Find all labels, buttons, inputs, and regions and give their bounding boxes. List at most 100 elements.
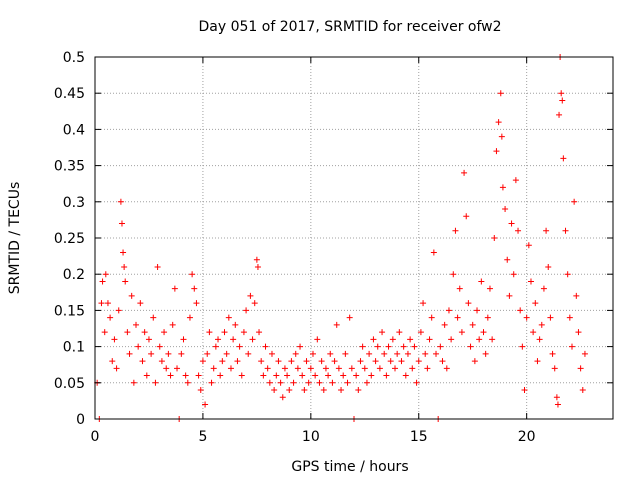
data-point bbox=[243, 307, 250, 314]
data-point bbox=[204, 350, 211, 357]
data-point bbox=[471, 358, 478, 365]
data-point bbox=[510, 271, 517, 278]
data-point bbox=[366, 350, 373, 357]
data-point bbox=[562, 227, 569, 234]
data-point bbox=[478, 278, 485, 285]
data-point bbox=[495, 119, 502, 126]
data-point bbox=[338, 387, 345, 394]
data-point bbox=[441, 321, 448, 328]
data-point bbox=[333, 321, 340, 328]
data-point bbox=[329, 379, 336, 386]
data-point bbox=[571, 198, 578, 205]
data-point bbox=[443, 365, 450, 372]
data-point bbox=[186, 314, 193, 321]
data-point bbox=[268, 350, 275, 357]
data-point bbox=[340, 372, 347, 379]
data-point bbox=[169, 321, 176, 328]
data-point bbox=[363, 379, 370, 386]
data-point bbox=[355, 387, 362, 394]
data-point bbox=[178, 350, 185, 357]
data-point bbox=[430, 249, 437, 256]
data-point bbox=[498, 133, 505, 140]
data-point bbox=[383, 372, 390, 379]
data-point bbox=[193, 300, 200, 307]
data-point bbox=[236, 343, 243, 350]
data-point bbox=[385, 343, 392, 350]
data-point bbox=[413, 379, 420, 386]
data-point bbox=[327, 350, 334, 357]
data-point bbox=[575, 329, 582, 336]
data-point bbox=[245, 350, 252, 357]
grid bbox=[95, 57, 613, 419]
data-point bbox=[102, 271, 109, 278]
data-point bbox=[122, 278, 129, 285]
data-point bbox=[474, 307, 481, 314]
data-point bbox=[553, 394, 560, 401]
data-point bbox=[398, 358, 405, 365]
y-tick-label: 0.05 bbox=[54, 376, 85, 392]
data-point bbox=[558, 90, 565, 97]
data-point bbox=[247, 292, 254, 299]
data-point bbox=[288, 358, 295, 365]
data-point bbox=[392, 365, 399, 372]
data-point bbox=[167, 372, 174, 379]
data-point bbox=[197, 387, 204, 394]
data-point bbox=[163, 365, 170, 372]
data-point bbox=[433, 350, 440, 357]
data-point bbox=[491, 235, 498, 241]
data-point bbox=[251, 300, 258, 307]
data-point bbox=[240, 329, 247, 336]
data-point bbox=[299, 372, 306, 379]
y-tick-label: 0.25 bbox=[54, 231, 85, 247]
y-tick-label: 0.35 bbox=[54, 159, 85, 175]
data-point bbox=[420, 300, 427, 307]
data-point bbox=[508, 220, 515, 227]
x-tick-label: 20 bbox=[518, 429, 536, 445]
data-point bbox=[124, 329, 131, 336]
data-point bbox=[417, 329, 424, 336]
data-point bbox=[215, 336, 222, 343]
y-tick-label: 0.1 bbox=[63, 340, 85, 356]
data-point bbox=[130, 379, 137, 386]
y-tick-label: 0.3 bbox=[63, 195, 85, 211]
data-point bbox=[551, 365, 558, 372]
data-point bbox=[266, 379, 273, 386]
data-point bbox=[556, 111, 563, 118]
data-point bbox=[325, 372, 332, 379]
data-point bbox=[273, 372, 280, 379]
data-point bbox=[448, 336, 455, 343]
data-point bbox=[538, 321, 545, 328]
data-point bbox=[534, 358, 541, 365]
data-point bbox=[409, 365, 416, 372]
data-point bbox=[426, 336, 433, 343]
data-point bbox=[530, 329, 537, 336]
data-point bbox=[154, 263, 161, 270]
data-point bbox=[174, 365, 181, 372]
data-point bbox=[143, 372, 150, 379]
data-point bbox=[467, 343, 474, 350]
data-point bbox=[489, 336, 496, 343]
data-point bbox=[344, 379, 351, 386]
data-point bbox=[331, 358, 338, 365]
x-tick-label: 10 bbox=[302, 429, 320, 445]
data-point bbox=[182, 372, 189, 379]
data-point bbox=[297, 343, 304, 350]
data-point bbox=[476, 336, 483, 343]
data-point bbox=[210, 365, 217, 372]
data-point bbox=[361, 365, 368, 372]
data-point bbox=[199, 358, 206, 365]
data-point bbox=[512, 177, 519, 184]
data-point bbox=[212, 343, 219, 350]
data-point bbox=[389, 336, 396, 343]
y-tick-label: 0 bbox=[76, 412, 85, 428]
data-point bbox=[404, 350, 411, 357]
data-point bbox=[559, 97, 566, 104]
data-point bbox=[286, 387, 293, 394]
data-point bbox=[437, 343, 444, 350]
data-point bbox=[137, 300, 144, 307]
data-point bbox=[312, 372, 319, 379]
data-point bbox=[234, 358, 241, 365]
data-point bbox=[314, 336, 321, 343]
data-point bbox=[346, 314, 353, 321]
data-point bbox=[279, 394, 286, 401]
